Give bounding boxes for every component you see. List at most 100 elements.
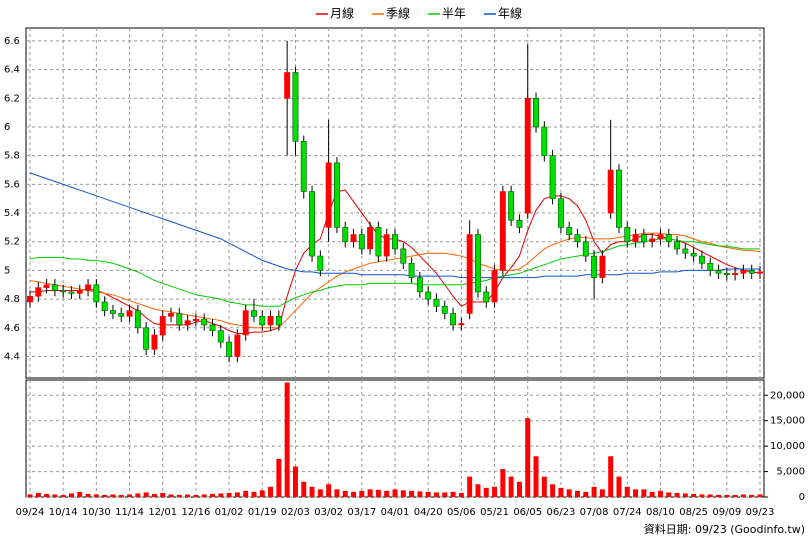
candle-body [416, 277, 423, 293]
candle-body [715, 270, 722, 274]
volume-bar [201, 494, 207, 497]
volume-bar [52, 494, 58, 497]
volume-bar [309, 486, 315, 497]
candle-body [649, 238, 656, 243]
candle-body [267, 316, 274, 326]
volume-frame [25, 379, 765, 498]
candle-body [234, 334, 241, 357]
volume-bar [657, 490, 663, 497]
volume-bar [60, 494, 66, 497]
volume-bar [425, 491, 431, 497]
candle-body [159, 316, 166, 336]
x-tick-label: 04/01 [381, 507, 410, 518]
volume-bar [467, 476, 473, 497]
candle-body [375, 227, 382, 257]
candle-body [425, 291, 432, 300]
volume-bar [193, 494, 199, 497]
y2-tick-label: 10,000 [770, 441, 805, 452]
volume-bar [749, 494, 755, 497]
volume-bar [77, 491, 83, 497]
ma-line [29, 172, 760, 279]
volume-bar [351, 491, 357, 497]
candle-body [134, 310, 141, 329]
candle-body [35, 287, 42, 297]
y-tick-label: 6.6 [4, 36, 20, 47]
volume-bar [624, 486, 630, 497]
volume-bar [500, 469, 506, 497]
volume-bar [682, 493, 688, 497]
volume-bar [608, 456, 614, 497]
volume-bar [483, 487, 489, 497]
volume-bar [433, 492, 439, 497]
volume-bar [127, 494, 133, 497]
candle-body [499, 191, 506, 271]
ma-line [29, 232, 761, 329]
volume-bar [558, 487, 564, 497]
volume-bar [110, 494, 116, 497]
candle-body [284, 72, 291, 99]
volume-bar [243, 490, 249, 497]
candle-body [118, 313, 125, 317]
volume-bar [442, 492, 448, 497]
volume-bar [135, 493, 141, 497]
candle-body [665, 234, 672, 243]
y-tick-label: 5 [4, 265, 10, 276]
volume-bar [508, 476, 514, 497]
source-note: 資料日期: 09/23 (Goodinfo.tw) [644, 522, 805, 536]
candle-body [607, 169, 614, 214]
volume-bar [176, 494, 182, 497]
y-tick-label: 5.2 [4, 237, 20, 248]
legend: 月線 季線 半年 年線 [316, 6, 522, 21]
volume-bar [359, 490, 365, 497]
volume-bar [475, 484, 481, 497]
candle-body [192, 318, 199, 321]
candle-body [242, 310, 249, 336]
candle-body [682, 248, 689, 254]
volume-bar [292, 466, 298, 497]
candle-body [616, 169, 622, 228]
candle-body [541, 126, 548, 156]
candle-body [458, 323, 465, 326]
candle-body [698, 255, 705, 264]
volume-bar [575, 490, 580, 497]
x-tick-label: 03/02 [314, 507, 343, 518]
x-tick-label: 11/14 [115, 507, 144, 518]
volume-bar [367, 489, 373, 497]
x-tick-label: 09/24 [16, 507, 45, 518]
candle-body [101, 301, 108, 311]
candle-body [60, 290, 67, 293]
volume-bar [27, 494, 33, 497]
x-tick-label: 06/23 [546, 507, 575, 518]
candle-body [533, 97, 539, 128]
candle-body [690, 252, 697, 257]
candle-body [209, 324, 216, 331]
x-tick-label: 07/24 [613, 507, 642, 518]
y-tick-label: 4.6 [4, 323, 20, 334]
volume-bar [35, 492, 41, 497]
y-tick-label: 4.8 [4, 294, 20, 305]
volume-bar [326, 484, 332, 497]
candle-body [624, 227, 631, 243]
candle-body [51, 284, 58, 291]
x-tick-label: 01/19 [248, 507, 277, 518]
y2-tick-label: 15,000 [770, 416, 805, 427]
volume-bar [268, 486, 274, 497]
candle-body [68, 291, 75, 294]
volume-bar [168, 494, 174, 497]
x-tick-label: 10/14 [49, 507, 78, 518]
volume-bar [151, 493, 157, 497]
candle-body [392, 234, 398, 250]
candle-body [110, 310, 116, 314]
candle-body [408, 262, 415, 278]
volume-bar [641, 489, 647, 497]
y-tick-label: 6 [4, 122, 10, 133]
x-tick-label: 05/21 [480, 507, 509, 518]
x-tick-label: 09/23 [746, 507, 775, 518]
volume-bar [516, 481, 522, 497]
x-tick-label: 07/08 [580, 507, 609, 518]
x-tick-label: 10/30 [82, 507, 111, 518]
volume-bar [740, 494, 746, 497]
volume-bar [259, 490, 265, 497]
volume-bar [85, 493, 91, 497]
